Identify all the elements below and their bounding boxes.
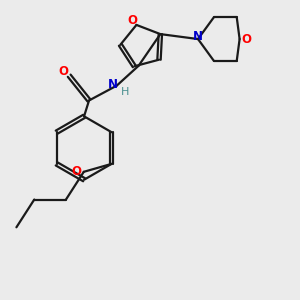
- Text: O: O: [58, 65, 68, 78]
- Text: O: O: [128, 14, 137, 28]
- Text: N: N: [108, 78, 118, 91]
- Text: O: O: [72, 165, 82, 178]
- Text: H: H: [121, 87, 129, 97]
- Text: O: O: [242, 33, 251, 46]
- Text: N: N: [193, 30, 203, 43]
